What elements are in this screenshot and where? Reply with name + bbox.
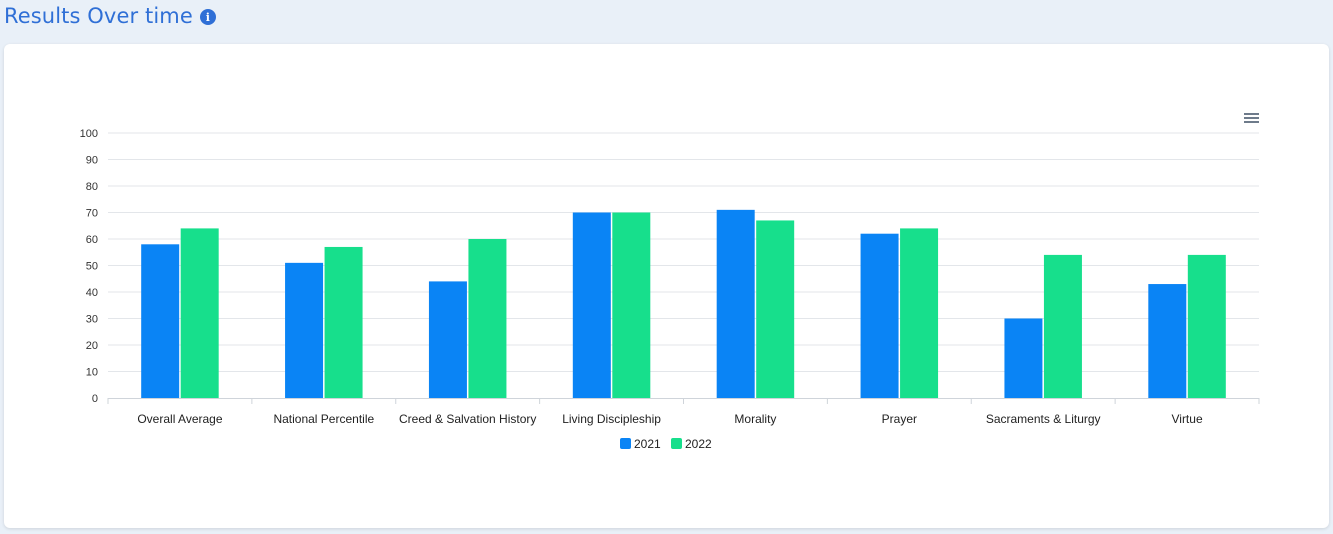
title-row: Results Over time i — [4, 0, 216, 32]
x-category-label: Living Discipleship — [562, 412, 661, 426]
legend-label: 2021 — [634, 437, 661, 451]
x-category-label: Overall Average — [137, 412, 222, 426]
bars — [141, 209, 1226, 399]
hamburger-menu-icon[interactable] — [1242, 111, 1262, 127]
page-title: Results Over time — [4, 4, 193, 28]
bar-2021-3[interactable] — [572, 212, 611, 399]
bar-2022-2[interactable] — [468, 239, 507, 398]
bar-2021-4[interactable] — [716, 209, 755, 398]
bar-2021-1[interactable] — [285, 262, 324, 398]
y-tick-label: 70 — [86, 208, 98, 220]
y-tick-label: 90 — [86, 155, 98, 167]
bar-2021-6[interactable] — [1004, 318, 1043, 399]
bar-2022-0[interactable] — [180, 228, 219, 398]
legend-item-2022[interactable]: 2022 — [671, 437, 712, 451]
x-axis: Overall Average National Percentile Creed … — [107, 398, 1260, 426]
bar-2022-6[interactable] — [1043, 254, 1082, 398]
y-axis-ticks: 0 10 20 30 40 50 60 70 80 90 100 — [80, 128, 98, 405]
x-category-label: Morality — [734, 412, 776, 426]
y-tick-label: 30 — [86, 314, 98, 326]
bar-2021-7[interactable] — [1148, 284, 1187, 398]
bar-2022-5[interactable] — [900, 228, 939, 398]
grid-lines — [108, 132, 1259, 372]
y-tick-label: 40 — [86, 287, 98, 299]
x-category-label: Prayer — [882, 412, 917, 426]
x-category-label: Sacraments & Liturgy — [986, 412, 1101, 426]
x-category-label: Virtue — [1171, 412, 1202, 426]
legend-item-2021[interactable]: 2021 — [620, 437, 661, 451]
y-tick-label: 0 — [92, 393, 98, 405]
chart-card — [4, 44, 1329, 528]
legend-swatch — [620, 438, 631, 449]
info-icon[interactable]: i — [199, 9, 216, 25]
x-category-label: National Percentile — [273, 412, 374, 426]
legend-label: 2022 — [685, 437, 712, 451]
bar-2022-1[interactable] — [324, 246, 363, 398]
y-tick-label: 80 — [86, 181, 98, 193]
y-tick-label: 20 — [86, 340, 98, 352]
bar-2021-0[interactable] — [141, 244, 180, 398]
bar-2022-3[interactable] — [612, 212, 651, 399]
y-tick-label: 100 — [80, 128, 98, 140]
bar-2022-4[interactable] — [756, 220, 795, 398]
x-category-label: Creed & Salvation History — [399, 412, 536, 426]
bar-2022-7[interactable] — [1187, 254, 1226, 398]
y-tick-label: 60 — [86, 234, 98, 246]
y-tick-label: 50 — [86, 261, 98, 273]
legend: 2021 2022 — [620, 437, 712, 451]
y-tick-label: 10 — [86, 367, 98, 379]
bar-2021-5[interactable] — [860, 233, 899, 398]
legend-swatch — [671, 438, 682, 449]
bar-2021-2[interactable] — [428, 281, 467, 398]
